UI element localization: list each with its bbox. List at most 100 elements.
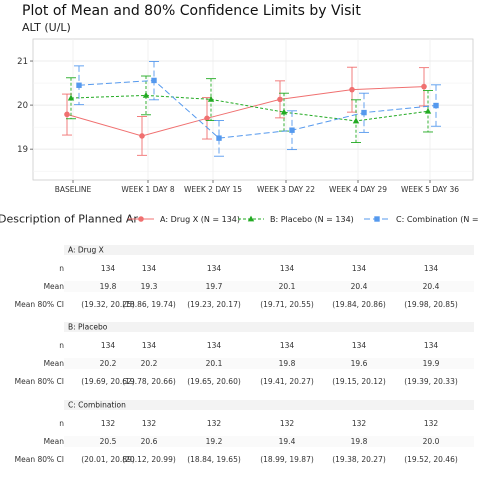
data-point xyxy=(280,108,288,115)
table-cell: 134 xyxy=(101,264,116,273)
series-3 xyxy=(74,61,441,157)
table-group-label: C: Combination xyxy=(68,401,126,410)
table-cell: 19.8 xyxy=(279,359,296,368)
table-cell: 19.7 xyxy=(206,282,223,291)
table-row-bg xyxy=(64,418,474,429)
table-row-bg xyxy=(64,340,474,351)
table-cell: (19.65, 20.60) xyxy=(187,377,241,386)
table-cell: 20.0 xyxy=(423,437,440,446)
table-group-label: B: Placebo xyxy=(68,323,108,332)
table-cell: 134 xyxy=(352,341,367,350)
table-cell: 134 xyxy=(280,264,295,273)
table-row-label: Mean xyxy=(44,282,65,291)
legend-label: C: Combination (N = 132) xyxy=(396,215,480,224)
table-cell: 19.8 xyxy=(100,282,117,291)
table-cell: (18.84, 19.65) xyxy=(187,455,241,464)
table-cell: (19.32, 20.25) xyxy=(81,300,135,309)
table-row-bg xyxy=(64,281,474,292)
x-tick-label: WEEK 3 DAY 22 xyxy=(257,185,315,194)
series-line xyxy=(70,94,429,122)
y-tick-label: 21 xyxy=(17,57,28,67)
table-cell: (19.38, 20.27) xyxy=(332,455,386,464)
table-cell: (19.71, 20.55) xyxy=(260,300,314,309)
table-cell: (19.98, 20.85) xyxy=(404,300,458,309)
data-point xyxy=(289,127,295,133)
x-tick-label: WEEK 1 DAY 8 xyxy=(121,185,175,194)
table-cell: (18.86, 19.74) xyxy=(122,300,176,309)
series-line xyxy=(66,86,425,137)
table-group-label: A: Drug X xyxy=(68,246,104,255)
x-tick-label: WEEK 2 DAY 15 xyxy=(184,185,242,194)
table-cell: (19.41, 20.27) xyxy=(260,377,314,386)
table-row-bg xyxy=(64,376,474,387)
data-point xyxy=(421,83,427,90)
table-cell: 20.4 xyxy=(423,282,440,291)
data-point xyxy=(216,135,222,141)
y-tick-label: 20 xyxy=(17,101,28,111)
legend-label: A: Drug X (N = 134) xyxy=(160,215,240,224)
data-point xyxy=(64,111,70,118)
table-cell: 132 xyxy=(352,419,367,428)
data-point xyxy=(204,115,210,122)
table-cell: (19.52, 20.46) xyxy=(404,455,458,464)
table-cell: 20.1 xyxy=(279,282,296,291)
data-point xyxy=(151,77,157,84)
data-point xyxy=(349,86,355,93)
table-cell: (20.01, 20.89) xyxy=(81,455,135,464)
table-cell: 134 xyxy=(207,264,222,273)
chart-subtitle: ALT (U/L) xyxy=(22,21,71,34)
table-row-label: Mean 80% CI xyxy=(15,377,64,386)
table-cell: 20.1 xyxy=(206,359,223,368)
table-row-label: Mean xyxy=(44,437,65,446)
summary-table: A: Drug X n 134 134 134 134 134 134 Mean 19.8 19.3… xyxy=(15,245,474,465)
table-cell: 20.5 xyxy=(100,437,117,446)
table-cell: 134 xyxy=(142,341,157,350)
table-cell: (18.99, 19.87) xyxy=(260,455,314,464)
data-point xyxy=(361,109,367,116)
data-point xyxy=(207,95,215,102)
table-row-label: n xyxy=(59,341,64,350)
plot-panel xyxy=(32,38,474,181)
legend-key-marker xyxy=(374,216,380,222)
legend-label: B: Placebo (N = 134) xyxy=(270,215,354,224)
x-axis: BASELINE WEEK 1 DAY 8 WEEK 2 DAY 15 WEEK 3 … xyxy=(55,180,459,194)
table-cell: (20.12, 20.99) xyxy=(122,455,176,464)
table-cell: 134 xyxy=(424,341,439,350)
legend: Description of Planned Ar A: Drug X (N = … xyxy=(0,213,480,226)
table-cell: (19.39, 20.33) xyxy=(404,377,458,386)
x-tick-label: BASELINE xyxy=(55,185,92,194)
table-cell: 134 xyxy=(424,264,439,273)
table-cell: 20.2 xyxy=(100,359,117,368)
table-row-label: n xyxy=(59,419,64,428)
table-cell: 19.3 xyxy=(141,282,158,291)
data-point xyxy=(352,117,360,124)
data-point xyxy=(424,107,432,114)
table-cell: 19.9 xyxy=(423,359,440,368)
table-row-label: Mean 80% CI xyxy=(15,300,64,309)
series-layer xyxy=(62,61,441,157)
table-cell: 132 xyxy=(424,419,439,428)
legend-key-marker xyxy=(247,215,255,222)
table-row-label: Mean xyxy=(44,359,65,368)
y-axis: 19 20 21 xyxy=(17,57,33,155)
table-cell: 134 xyxy=(142,264,157,273)
legend-key-marker xyxy=(138,216,144,222)
table-cell: 20.2 xyxy=(141,359,158,368)
table-group-band xyxy=(64,322,474,332)
table-row-bg xyxy=(64,358,474,369)
series-line xyxy=(78,79,437,139)
x-tick-label: WEEK 5 DAY 36 xyxy=(401,185,459,194)
table-cell: 20.4 xyxy=(351,282,368,291)
table-cell: 134 xyxy=(280,341,295,350)
table-row-bg xyxy=(64,436,474,447)
table-cell: 132 xyxy=(280,419,295,428)
data-point xyxy=(139,133,145,139)
table-row-bg xyxy=(64,454,474,465)
table-cell: 134 xyxy=(101,341,116,350)
table-row-label: n xyxy=(59,264,64,273)
table-cell: 19.6 xyxy=(351,359,368,368)
data-point xyxy=(433,102,439,109)
table-cell: 134 xyxy=(352,264,367,273)
table-cell: (19.84, 20.86) xyxy=(332,300,386,309)
